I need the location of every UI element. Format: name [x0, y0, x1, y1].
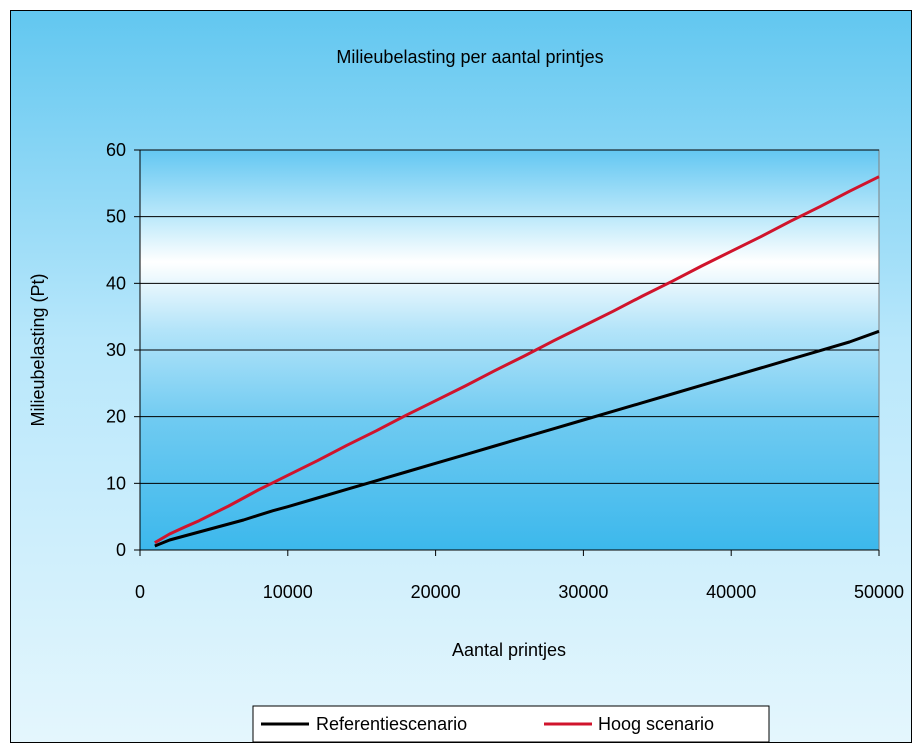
legend: Referentiescenario Hoog scenario: [252, 705, 770, 743]
legend-label-referentiescenario: Referentiescenario: [316, 714, 467, 734]
y-tick-label: 40: [106, 273, 126, 293]
y-tick-label: 30: [106, 340, 126, 360]
y-tick-label: 60: [106, 140, 126, 160]
y-tick-label: 0: [116, 540, 126, 560]
series-line-hoog-scenario: [154, 175, 880, 544]
y-tick-label: 20: [106, 407, 126, 427]
y-tick-label: 10: [106, 473, 126, 493]
x-tick-label: 40000: [706, 582, 756, 602]
x-tick-label: 50000: [854, 582, 904, 602]
x-tick-label: 0: [135, 582, 145, 602]
x-axis-label: Aantal printjes: [452, 640, 566, 660]
series-lines: [154, 175, 880, 548]
x-tick-labels: 0 10000 20000 30000 40000 50000: [135, 550, 904, 602]
y-axis-label: Milieubelasting (Pt): [28, 273, 48, 426]
chart-title: Milieubelasting per aantal printjes: [336, 47, 603, 67]
x-tick-label: 30000: [558, 582, 608, 602]
y-tick-label: 50: [106, 207, 126, 227]
legend-label-hoog-scenario: Hoog scenario: [598, 714, 714, 734]
series-line-referentiescenario: [154, 329, 880, 548]
y-tick-labels: 0 10 20 30 40 50 60: [106, 140, 140, 560]
x-tick-label: 20000: [411, 582, 461, 602]
x-tick-label: 10000: [263, 582, 313, 602]
gridlines: [140, 149, 879, 484]
legend-box: [252, 705, 770, 743]
